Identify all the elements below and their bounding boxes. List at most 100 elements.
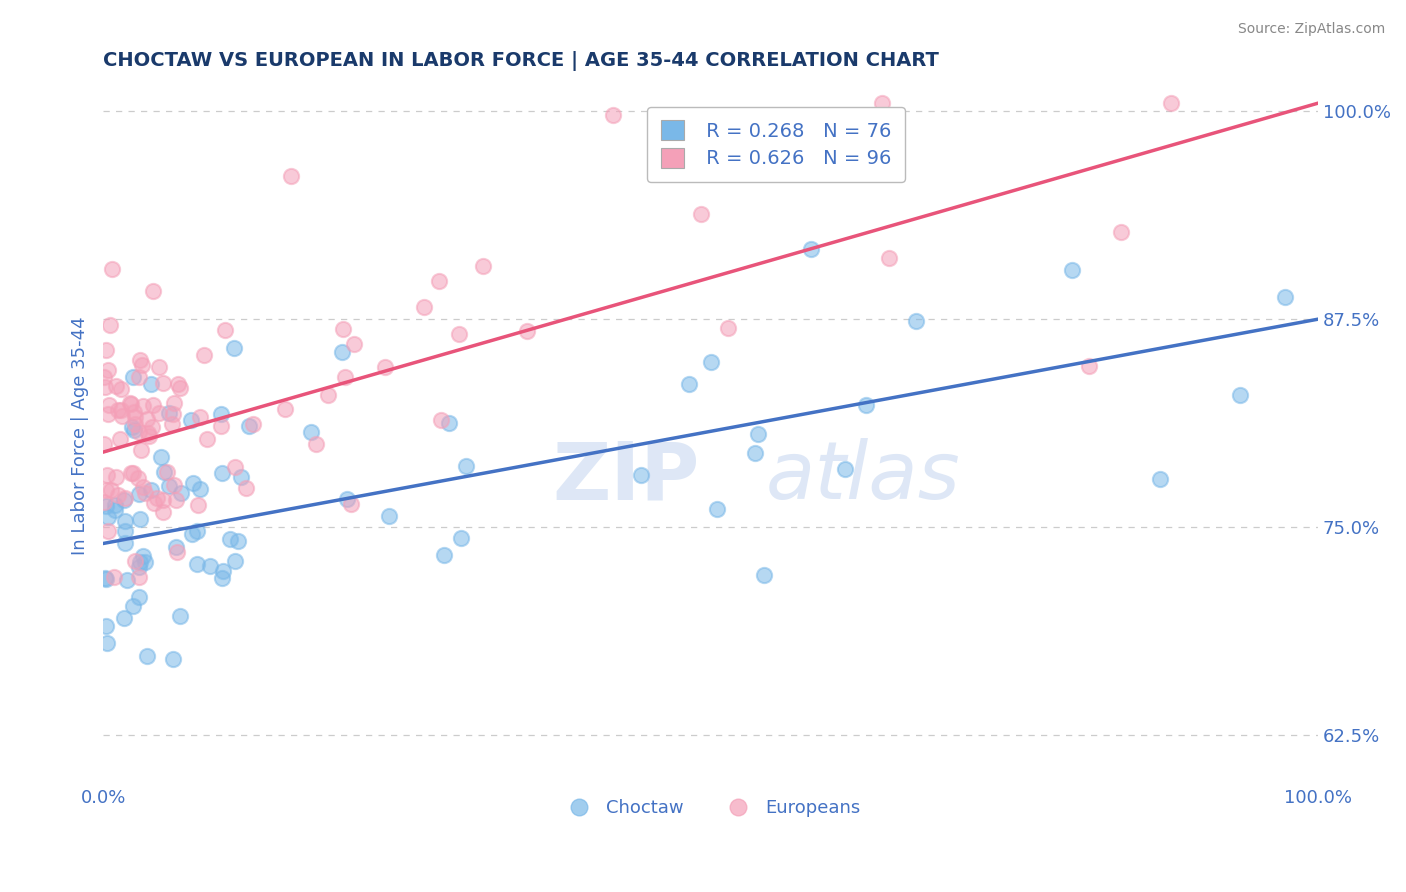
- Point: [122, 405, 145, 419]
- Point: [187, 499, 209, 513]
- Point: [121, 370, 143, 384]
- Point: [94, 571, 117, 585]
- Point: [120, 467, 142, 481]
- Point: [198, 559, 221, 574]
- Point: [333, 370, 356, 384]
- Point: [138, 428, 160, 442]
- Point: [211, 466, 233, 480]
- Point: [316, 388, 339, 402]
- Point: [188, 410, 211, 425]
- Point: [115, 573, 138, 587]
- Point: [128, 512, 150, 526]
- Point: [1160, 96, 1182, 111]
- Point: [472, 260, 495, 274]
- Point: [110, 403, 132, 417]
- Point: [162, 407, 184, 421]
- Point: [112, 611, 135, 625]
- Point: [100, 483, 122, 498]
- Point: [128, 352, 150, 367]
- Point: [678, 377, 700, 392]
- Point: [157, 406, 180, 420]
- Point: [97, 398, 120, 412]
- Point: [131, 358, 153, 372]
- Point: [238, 418, 260, 433]
- Point: [336, 491, 359, 506]
- Point: [105, 379, 128, 393]
- Point: [94, 483, 117, 498]
- Point: [114, 491, 136, 505]
- Point: [131, 443, 153, 458]
- Point: [134, 485, 156, 500]
- Point: [209, 418, 232, 433]
- Point: [96, 636, 118, 650]
- Point: [904, 313, 927, 327]
- Point: [378, 509, 401, 524]
- Point: [121, 467, 143, 481]
- Point: [121, 599, 143, 614]
- Point: [169, 380, 191, 394]
- Point: [450, 532, 472, 546]
- Point: [136, 412, 159, 426]
- Point: [134, 555, 156, 569]
- Point: [128, 370, 150, 384]
- Point: [754, 568, 776, 582]
- Point: [136, 425, 159, 440]
- Point: [152, 376, 174, 391]
- Point: [139, 376, 162, 391]
- Text: ZIP: ZIP: [553, 438, 700, 516]
- Point: [180, 526, 202, 541]
- Point: [186, 558, 208, 572]
- Point: [94, 343, 117, 357]
- Point: [1109, 226, 1132, 240]
- Point: [96, 468, 118, 483]
- Point: [447, 326, 470, 341]
- Point: [299, 425, 322, 439]
- Point: [124, 409, 146, 424]
- Point: [332, 322, 354, 336]
- Point: [136, 648, 159, 663]
- Point: [1149, 472, 1171, 486]
- Point: [97, 363, 120, 377]
- Point: [1274, 289, 1296, 303]
- Point: [94, 499, 117, 513]
- Point: [97, 510, 120, 524]
- Point: [128, 487, 150, 501]
- Point: [156, 466, 179, 480]
- Point: [94, 572, 117, 586]
- Point: [229, 470, 252, 484]
- Point: [877, 251, 900, 265]
- Point: [747, 427, 769, 442]
- Point: [180, 412, 202, 426]
- Point: [209, 407, 232, 421]
- Point: [132, 399, 155, 413]
- Point: [690, 207, 713, 221]
- Point: [744, 445, 766, 459]
- Point: [93, 369, 115, 384]
- Point: [193, 347, 215, 361]
- Point: [214, 323, 236, 337]
- Point: [101, 261, 124, 276]
- Point: [121, 419, 143, 434]
- Point: [152, 505, 174, 519]
- Point: [166, 545, 188, 559]
- Point: [128, 570, 150, 584]
- Point: [412, 300, 434, 314]
- Point: [430, 413, 453, 427]
- Point: [103, 570, 125, 584]
- Point: [107, 403, 129, 417]
- Point: [112, 493, 135, 508]
- Point: [454, 459, 477, 474]
- Point: [114, 514, 136, 528]
- Text: CHOCTAW VS EUROPEAN IN LABOR FORCE | AGE 35-44 CORRELATION CHART: CHOCTAW VS EUROPEAN IN LABOR FORCE | AGE…: [103, 51, 939, 70]
- Point: [148, 406, 170, 420]
- Point: [834, 462, 856, 476]
- Point: [706, 501, 728, 516]
- Point: [165, 493, 187, 508]
- Point: [94, 619, 117, 633]
- Point: [195, 432, 218, 446]
- Point: [1229, 388, 1251, 402]
- Point: [153, 465, 176, 479]
- Point: [93, 495, 115, 509]
- Point: [602, 108, 624, 122]
- Point: [181, 476, 204, 491]
